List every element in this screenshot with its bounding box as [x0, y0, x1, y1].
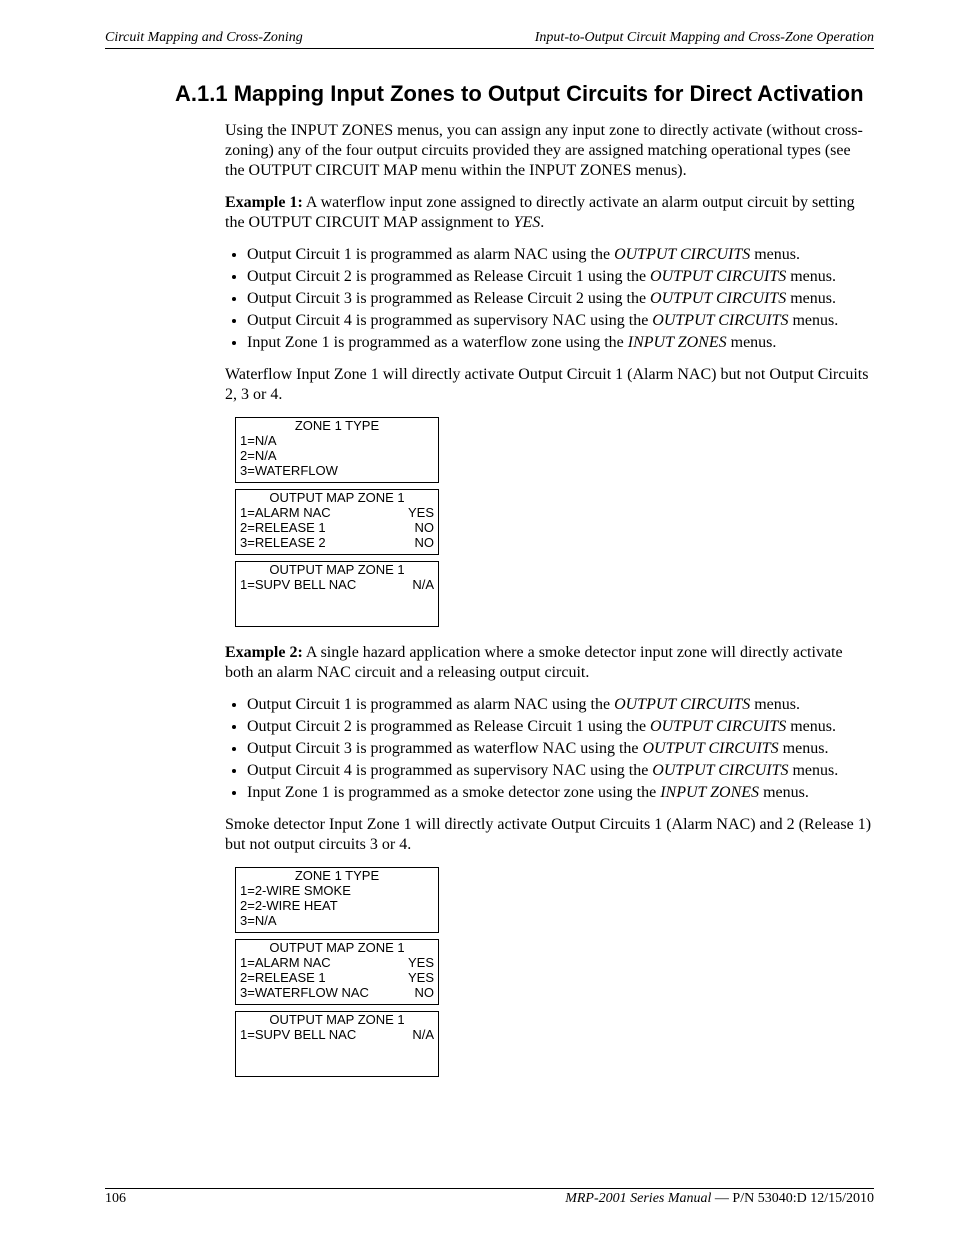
lcd-title: OUTPUT MAP ZONE 1 — [240, 563, 434, 578]
running-header: Circuit Mapping and Cross-Zoning Input-t… — [105, 30, 874, 49]
lcd-screen: OUTPUT MAP ZONE 11=SUPV BELL NACN/A — [235, 1011, 439, 1077]
lcd-title: ZONE 1 TYPE — [240, 869, 434, 884]
example-2-text: A single hazard application where a smok… — [225, 644, 843, 681]
lcd-screen: ZONE 1 TYPE1=N/A2=N/A3=WATERFLOW — [235, 417, 439, 483]
list-item: Input Zone 1 is programmed as a waterflo… — [247, 333, 874, 353]
lcd-screen: OUTPUT MAP ZONE 11=ALARM NACYES2=RELEASE… — [235, 939, 439, 1005]
lcd-row: 1=ALARM NACYES — [240, 506, 434, 521]
lcd-row: 2=RELEASE 1YES — [240, 971, 434, 986]
header-right: Input-to-Output Circuit Mapping and Cros… — [535, 30, 874, 46]
lcd-row: 2=N/A — [240, 449, 434, 464]
lcd-row: 2=2-WIRE HEAT — [240, 899, 434, 914]
lcd-title: ZONE 1 TYPE — [240, 419, 434, 434]
list-item: Output Circuit 3 is programmed as waterf… — [247, 739, 874, 759]
example-1-para: Example 1: A waterflow input zone assign… — [225, 193, 874, 233]
lcd-title: OUTPUT MAP ZONE 1 — [240, 941, 434, 956]
example-1-period: . — [540, 214, 544, 231]
list-item: Output Circuit 2 is programmed as Releas… — [247, 717, 874, 737]
example-2-label: Example 2: — [225, 644, 303, 661]
list-item: Output Circuit 4 is programmed as superv… — [247, 761, 874, 781]
footer-sep: — — [711, 1191, 732, 1206]
list-item: Output Circuit 1 is programmed as alarm … — [247, 245, 874, 265]
example-1-label: Example 1: — [225, 194, 303, 211]
lcd-row: 3=WATERFLOW — [240, 464, 434, 479]
footer-right: MRP-2001 Series Manual — P/N 53040:D 12/… — [565, 1191, 874, 1207]
lcd-row: 3=N/A — [240, 914, 434, 929]
lcd-row: 1=2-WIRE SMOKE — [240, 884, 434, 899]
lcd-screen: ZONE 1 TYPE1=2-WIRE SMOKE2=2-WIRE HEAT3=… — [235, 867, 439, 933]
page-number: 106 — [105, 1191, 126, 1207]
footer: 106 MRP-2001 Series Manual — P/N 53040:D… — [105, 1188, 874, 1207]
example-1-yes: YES — [514, 214, 541, 231]
lcd-row: 3=WATERFLOW NACNO — [240, 986, 434, 1001]
lcd-row: 1=ALARM NACYES — [240, 956, 434, 971]
example-1-conclusion: Waterflow Input Zone 1 will directly act… — [225, 365, 874, 405]
list-item: Output Circuit 4 is programmed as superv… — [247, 311, 874, 331]
lcd-screen: OUTPUT MAP ZONE 11=ALARM NACYES2=RELEASE… — [235, 489, 439, 555]
intro-para: Using the INPUT ZONES menus, you can ass… — [225, 121, 874, 181]
lcd-row: 3=RELEASE 2NO — [240, 536, 434, 551]
example-2-bullets: Output Circuit 1 is programmed as alarm … — [225, 695, 874, 803]
lcd-row: 1=N/A — [240, 434, 434, 449]
list-item: Output Circuit 2 is programmed as Releas… — [247, 267, 874, 287]
lcd-row: 1=SUPV BELL NACN/A — [240, 1028, 434, 1043]
manual-name: MRP-2001 Series Manual — [565, 1191, 711, 1206]
section-title: A.1.1 Mapping Input Zones to Output Circ… — [175, 81, 874, 107]
list-item: Input Zone 1 is programmed as a smoke de… — [247, 783, 874, 803]
lcd-row: 1=SUPV BELL NACN/A — [240, 578, 434, 593]
body: Using the INPUT ZONES menus, you can ass… — [225, 121, 874, 1077]
lcd-row: 2=RELEASE 1NO — [240, 521, 434, 536]
example-2-para: Example 2: A single hazard application w… — [225, 643, 874, 683]
example-2-conclusion: Smoke detector Input Zone 1 will directl… — [225, 815, 874, 855]
lcd-title: OUTPUT MAP ZONE 1 — [240, 1013, 434, 1028]
footer-pn: P/N 53040:D 12/15/2010 — [732, 1191, 874, 1206]
list-item: Output Circuit 1 is programmed as alarm … — [247, 695, 874, 715]
lcd-screen: OUTPUT MAP ZONE 11=SUPV BELL NACN/A — [235, 561, 439, 627]
header-left: Circuit Mapping and Cross-Zoning — [105, 30, 303, 46]
example-1-bullets: Output Circuit 1 is programmed as alarm … — [225, 245, 874, 353]
list-item: Output Circuit 3 is programmed as Releas… — [247, 289, 874, 309]
lcd-title: OUTPUT MAP ZONE 1 — [240, 491, 434, 506]
